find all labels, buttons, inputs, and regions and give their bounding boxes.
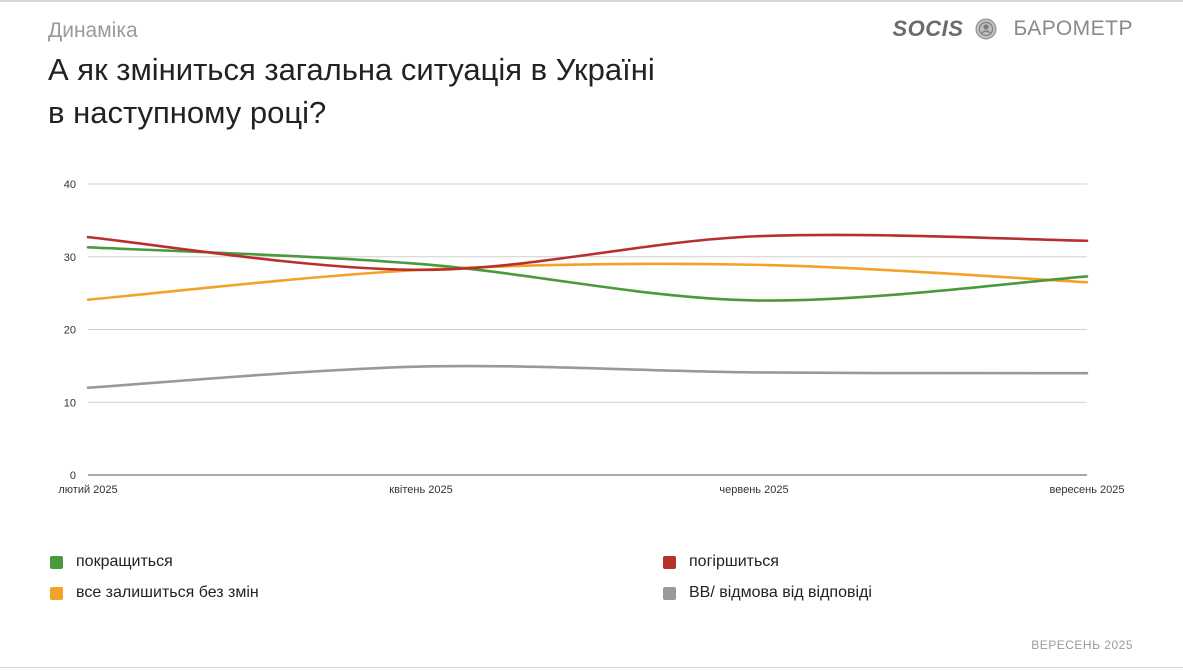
y-tick-label: 30 [64,252,76,264]
legend-label-dk: ВВ/ відмова від відповіді [689,584,872,601]
title-line-2: в наступному році? [48,95,327,130]
seal-icon [975,18,997,40]
legend-label-no-change: все залишиться без змін [76,584,259,601]
socis-logo: SOCIS [892,16,964,41]
legend-item-dk: ВВ/ відмова від відповіді [663,584,872,602]
page-title: А як зміниться загальна ситуація в Украї… [48,48,808,134]
footer-date: ВЕРЕСЕНЬ 2025 [1031,638,1133,652]
x-tick-label: квітень 2025 [389,484,452,496]
brand: SOCIS БАРОМЕТР [892,16,1133,42]
title-line-1: А як зміниться загальна ситуація в Украї… [48,52,655,87]
x-tick-label: лютий 2025 [58,484,117,496]
y-tick-label: 20 [64,325,76,337]
series-line-no-change [86,262,1089,301]
legend-label-worsen: погіршиться [689,553,779,570]
series-line-improve [86,245,1089,302]
legend-item-improve: покращиться [50,553,173,571]
section-label: Динаміка [48,19,138,42]
y-tick-label: 10 [64,397,76,409]
top-divider [0,0,1183,2]
legend-swatch-worsen [663,555,676,569]
legend-item-no-change: все залишиться без змін [50,584,259,602]
x-tick-label: вересень 2025 [1049,484,1124,496]
legend-swatch-dk [663,586,676,600]
x-tick-label: червень 2025 [719,484,788,496]
legend-swatch-improve [50,555,63,569]
series-line-worsen [86,233,1089,272]
legend-swatch-no-change [50,586,63,600]
bottom-divider [0,667,1183,668]
y-tick-label: 40 [64,179,76,191]
legend-label-improve: покращиться [76,553,173,570]
brand-name: БАРОМЕТР [1013,17,1133,40]
y-tick-label: 0 [70,470,76,482]
legend-item-worsen: погіршиться [663,553,779,571]
series-line-dk [86,364,1089,389]
